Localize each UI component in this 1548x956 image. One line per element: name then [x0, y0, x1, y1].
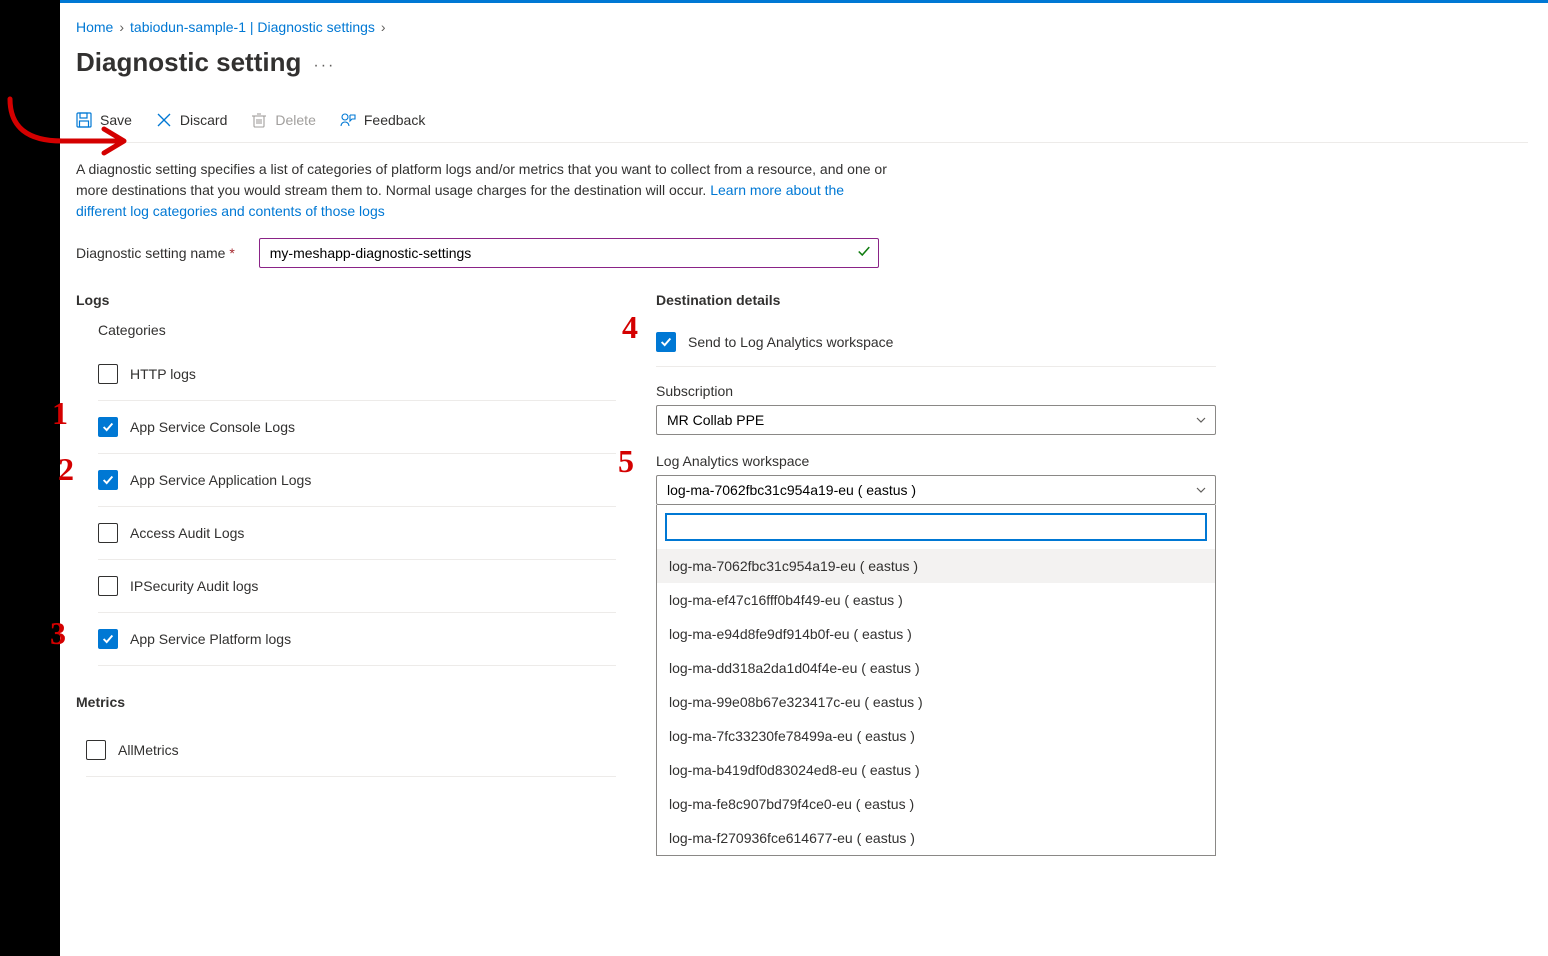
- workspace-option[interactable]: log-ma-7062fbc31c954a19-eu ( eastus ): [657, 549, 1215, 583]
- log-category-label: App Service Application Logs: [130, 472, 311, 488]
- workspace-option[interactable]: log-ma-b419df0d83024ed8-eu ( eastus ): [657, 753, 1215, 787]
- breadcrumb-sep: ›: [119, 19, 124, 35]
- logs-heading: Logs: [76, 292, 616, 308]
- metric-checkbox[interactable]: [86, 740, 106, 760]
- log-category-checkbox[interactable]: [98, 576, 118, 596]
- log-category-label: App Service Platform logs: [130, 631, 291, 647]
- breadcrumb-sep: ›: [381, 19, 386, 35]
- log-category-label: Access Audit Logs: [130, 525, 244, 541]
- close-icon: [156, 112, 172, 128]
- discard-button[interactable]: Discard: [156, 108, 227, 132]
- log-category-row: IPSecurity Audit logs: [98, 560, 616, 613]
- metric-label: AllMetrics: [118, 742, 179, 758]
- breadcrumb-home[interactable]: Home: [76, 19, 113, 35]
- workspace-dropdown-panel: log-ma-7062fbc31c954a19-eu ( eastus )log…: [656, 505, 1216, 856]
- breadcrumb-parent[interactable]: tabiodun-sample-1 | Diagnostic settings: [130, 19, 375, 35]
- annotation-3: 3: [50, 615, 66, 652]
- log-category-row: Access Audit Logs: [98, 507, 616, 560]
- categories-label: Categories: [98, 322, 616, 338]
- save-button[interactable]: Save: [76, 108, 132, 132]
- breadcrumb: Home › tabiodun-sample-1 | Diagnostic se…: [76, 19, 1528, 35]
- annotation-1: 1: [52, 395, 68, 432]
- workspace-option[interactable]: log-ma-dd318a2da1d04f4e-eu ( eastus ): [657, 651, 1215, 685]
- workspace-option[interactable]: log-ma-f270936fce614677-eu ( eastus ): [657, 821, 1215, 855]
- workspace-option[interactable]: log-ma-ef47c16fff0b4f49-eu ( eastus ): [657, 583, 1215, 617]
- chevron-down-icon: [1195, 484, 1207, 496]
- workspace-option[interactable]: log-ma-e94d8fe9df914b0f-eu ( eastus ): [657, 617, 1215, 651]
- delete-label: Delete: [275, 112, 315, 128]
- more-actions-button[interactable]: ···: [313, 51, 335, 75]
- workspace-option[interactable]: log-ma-fe8c907bd79f4ce0-eu ( eastus ): [657, 787, 1215, 821]
- send-law-checkbox[interactable]: [656, 332, 676, 352]
- workspace-option[interactable]: log-ma-99e08b67e323417c-eu ( eastus ): [657, 685, 1215, 719]
- log-category-row: App Service Application Logs: [98, 454, 616, 507]
- workspace-option[interactable]: log-ma-7fc33230fe78499a-eu ( eastus ): [657, 719, 1215, 753]
- log-category-label: App Service Console Logs: [130, 419, 295, 435]
- save-label: Save: [100, 112, 132, 128]
- trash-icon: [251, 112, 267, 128]
- workspace-label: Log Analytics workspace: [656, 453, 1216, 469]
- description-text: A diagnostic setting specifies a list of…: [76, 159, 896, 222]
- log-category-checkbox[interactable]: [98, 364, 118, 384]
- log-category-row: App Service Console Logs: [98, 401, 616, 454]
- subscription-value: MR Collab PPE: [667, 412, 764, 428]
- workspace-selected-value: log-ma-7062fbc31c954a19-eu ( eastus ): [667, 482, 916, 498]
- chevron-down-icon: [1195, 414, 1207, 426]
- send-law-label: Send to Log Analytics workspace: [688, 334, 893, 350]
- discard-label: Discard: [180, 112, 227, 128]
- subscription-label: Subscription: [656, 383, 1216, 399]
- check-icon: [857, 245, 871, 262]
- toolbar: Save Discard Delete Feedback: [76, 98, 1528, 143]
- workspace-select[interactable]: log-ma-7062fbc31c954a19-eu ( eastus ): [656, 475, 1216, 505]
- metric-row: AllMetrics: [86, 724, 616, 777]
- metrics-heading: Metrics: [76, 694, 616, 710]
- feedback-button[interactable]: Feedback: [340, 108, 425, 132]
- log-category-row: HTTP logs: [98, 348, 616, 401]
- log-category-row: App Service Platform logs: [98, 613, 616, 666]
- log-category-checkbox[interactable]: [98, 523, 118, 543]
- page-title: Diagnostic setting: [76, 47, 301, 78]
- feedback-icon: [340, 112, 356, 128]
- log-category-checkbox[interactable]: [98, 470, 118, 490]
- log-category-label: IPSecurity Audit logs: [130, 578, 258, 594]
- delete-button: Delete: [251, 108, 315, 132]
- diagnostic-name-input[interactable]: [259, 238, 879, 268]
- annotation-2: 2: [58, 451, 74, 488]
- destination-heading: Destination details: [656, 292, 1216, 308]
- save-icon: [76, 112, 92, 128]
- log-category-checkbox[interactable]: [98, 417, 118, 437]
- feedback-label: Feedback: [364, 112, 425, 128]
- workspace-search-input[interactable]: [665, 513, 1207, 541]
- log-category-checkbox[interactable]: [98, 629, 118, 649]
- name-field-label: Diagnostic setting name *: [76, 245, 235, 261]
- log-category-label: HTTP logs: [130, 366, 196, 382]
- subscription-select[interactable]: MR Collab PPE: [656, 405, 1216, 435]
